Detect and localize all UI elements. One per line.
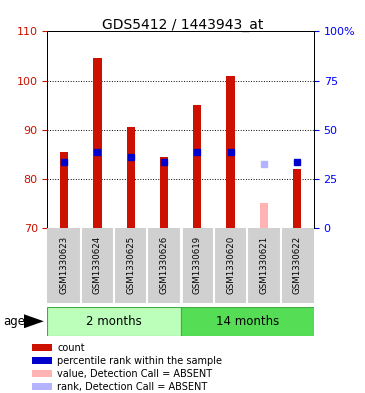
Bar <box>193 105 201 228</box>
Text: GSM1330625: GSM1330625 <box>126 236 135 294</box>
Text: GSM1330620: GSM1330620 <box>226 236 235 294</box>
Text: 14 months: 14 months <box>216 315 279 328</box>
Text: percentile rank within the sample: percentile rank within the sample <box>57 356 222 366</box>
Text: value, Detection Call = ABSENT: value, Detection Call = ABSENT <box>57 369 212 379</box>
Text: count: count <box>57 343 85 353</box>
Bar <box>181 307 314 336</box>
Bar <box>93 59 101 228</box>
Text: GSM1330622: GSM1330622 <box>293 236 302 294</box>
Polygon shape <box>24 314 44 329</box>
Bar <box>32 383 52 390</box>
Text: 2 months: 2 months <box>86 315 142 328</box>
Text: GSM1330623: GSM1330623 <box>59 236 69 294</box>
Text: GSM1330626: GSM1330626 <box>160 236 169 294</box>
Bar <box>127 127 135 228</box>
Bar <box>32 370 52 377</box>
Bar <box>32 357 52 364</box>
Text: GSM1330621: GSM1330621 <box>260 236 268 294</box>
Bar <box>32 344 52 351</box>
Bar <box>60 152 68 228</box>
Text: rank, Detection Call = ABSENT: rank, Detection Call = ABSENT <box>57 382 208 392</box>
Text: GSM1330624: GSM1330624 <box>93 236 102 294</box>
Bar <box>226 75 235 228</box>
Bar <box>260 204 268 228</box>
Text: age: age <box>4 315 26 328</box>
Bar <box>160 157 168 228</box>
Text: GSM1330619: GSM1330619 <box>193 236 202 294</box>
Text: GDS5412 / 1443943_at: GDS5412 / 1443943_at <box>102 18 263 32</box>
Bar <box>293 169 301 228</box>
Bar <box>47 307 181 336</box>
